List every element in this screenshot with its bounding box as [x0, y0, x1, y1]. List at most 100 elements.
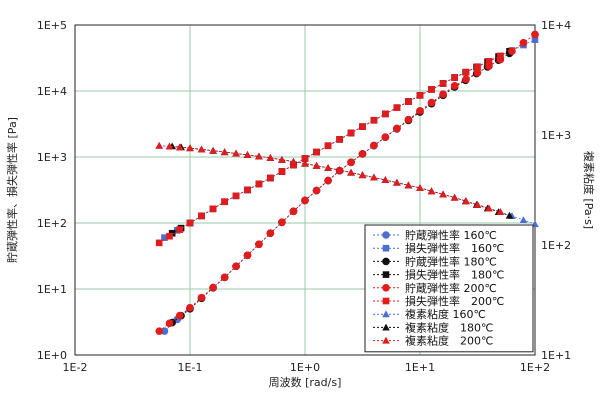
data-point: [347, 158, 355, 167]
data-point: [324, 176, 332, 185]
data-point: [347, 168, 355, 176]
data-point: [243, 151, 252, 158]
data-point: [473, 200, 482, 208]
data-point: [209, 146, 217, 154]
data-point: [266, 229, 275, 238]
y-left-tick-label: 1E+4: [37, 85, 67, 98]
data-point: [497, 52, 504, 60]
data-point: [176, 226, 184, 233]
y-right-tick-label: 1E+3: [541, 129, 571, 142]
data-point: [336, 136, 343, 143]
data-point: [290, 161, 297, 169]
data-point: [531, 30, 539, 39]
data-point: [301, 159, 309, 167]
data-point: [485, 58, 493, 65]
data-point: [462, 75, 470, 84]
data-point: [335, 166, 344, 174]
legend-label: 複素粘度 200℃: [405, 334, 493, 348]
legend-swatch-marker: [382, 323, 390, 331]
data-point: [462, 197, 470, 205]
data-point: [508, 47, 516, 55]
data-point: [313, 148, 320, 156]
data-point: [393, 124, 401, 133]
data-point: [404, 115, 413, 124]
data-point: [359, 123, 366, 130]
y-right-tick-label: 1E+2: [541, 239, 571, 252]
data-point: [289, 207, 298, 216]
data-point: [165, 142, 174, 150]
legend-swatch-marker: [382, 297, 390, 305]
data-point: [427, 98, 436, 107]
y-left-tick-label: 1E+5: [37, 19, 67, 32]
data-point: [450, 81, 459, 90]
data-point: [278, 155, 286, 163]
data-point: [220, 148, 229, 156]
data-point: [439, 190, 447, 198]
data-point: [462, 68, 470, 76]
data-point: [155, 239, 163, 247]
legend-item: 複素粘度 160℃: [373, 307, 486, 321]
y-left-tick-label: 1E+3: [37, 151, 67, 164]
data-point: [312, 161, 321, 169]
x-tick-label: 1E-2: [63, 361, 88, 374]
series-8: [155, 141, 505, 215]
data-point: [278, 218, 286, 227]
data-point: [232, 149, 240, 157]
data-point: [278, 168, 286, 175]
series-line: [159, 55, 501, 244]
legend-label: 損失弾性率 180℃: [405, 268, 504, 282]
y-left-tick-label: 1E+0: [37, 349, 67, 362]
data-point: [370, 116, 378, 124]
data-point: [324, 164, 332, 171]
data-point: [496, 208, 505, 215]
legend-swatch-marker: [382, 244, 390, 252]
legend-item: 複素粘度 180℃: [373, 320, 493, 334]
data-point: [186, 144, 194, 152]
legend-label: 貯蔵弾性率 180℃: [405, 254, 497, 268]
series-line: [171, 53, 510, 323]
data-point: [232, 192, 240, 200]
data-point: [244, 186, 251, 194]
data-point: [358, 171, 367, 179]
data-point: [439, 90, 447, 98]
legend-item: 貯蔵弾性率 180℃: [373, 254, 497, 268]
data-point: [519, 38, 528, 47]
data-point: [370, 141, 378, 150]
data-point: [439, 80, 447, 87]
data-point: [358, 150, 367, 158]
data-point: [175, 143, 184, 151]
data-point: [209, 283, 217, 292]
data-point: [312, 186, 321, 195]
data-point: [165, 319, 174, 328]
data-point: [255, 152, 263, 160]
data-point: [416, 107, 424, 115]
data-point: [255, 240, 263, 249]
data-point: [266, 154, 275, 161]
data-point: [485, 204, 493, 212]
legend-item: 複素粘度 200℃: [373, 334, 493, 348]
x-tick-label: 1E+0: [290, 361, 320, 374]
x-tick-label: 1E+1: [405, 361, 435, 374]
series-line: [159, 145, 501, 213]
data-point: [416, 184, 424, 192]
data-point: [175, 311, 184, 320]
data-point: [155, 327, 164, 335]
legend-swatch-marker: [382, 271, 390, 278]
data-point: [198, 212, 205, 220]
data-point: [370, 173, 378, 181]
data-point: [221, 198, 228, 206]
data-point: [186, 219, 194, 227]
data-point: [405, 98, 412, 105]
data-point: [347, 129, 355, 137]
data-point: [393, 178, 401, 186]
legend-label: 複素粘度 180℃: [405, 320, 493, 334]
data-point: [166, 232, 173, 240]
data-point: [473, 68, 482, 77]
series-layer: [155, 30, 539, 335]
data-point: [393, 104, 401, 111]
data-point: [381, 133, 390, 141]
data-point: [451, 74, 458, 81]
